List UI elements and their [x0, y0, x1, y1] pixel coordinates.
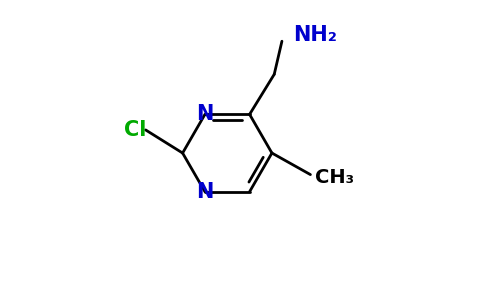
Text: NH₂: NH₂ — [293, 25, 336, 45]
Text: N: N — [196, 104, 213, 124]
Text: Cl: Cl — [124, 120, 146, 140]
Text: CH₃: CH₃ — [315, 168, 354, 187]
Text: N: N — [196, 182, 213, 202]
